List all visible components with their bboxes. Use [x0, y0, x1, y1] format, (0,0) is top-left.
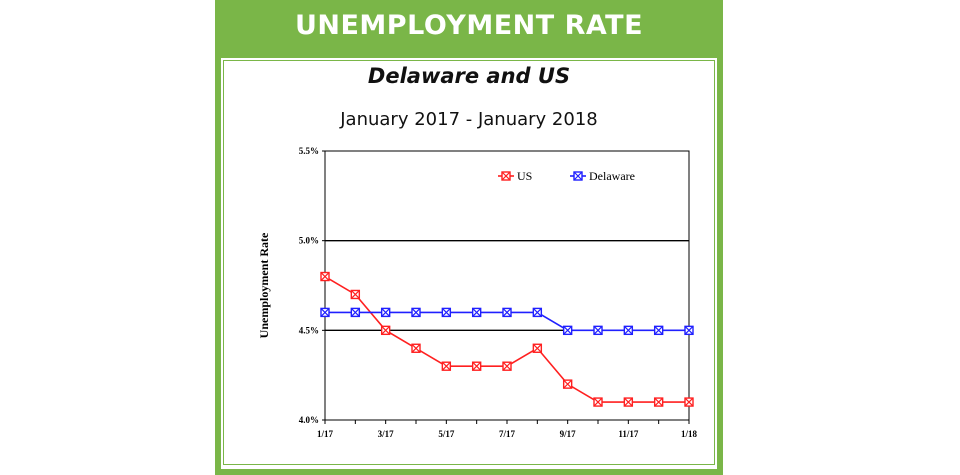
x-tick-label: 11/17	[618, 429, 639, 439]
x-tick-label: 7/17	[499, 429, 516, 439]
x-tick-label: 3/17	[378, 429, 395, 439]
data-point-delaware	[684, 325, 694, 336]
plot-area	[324, 150, 690, 421]
data-point-delaware	[380, 307, 391, 318]
data-point-delaware	[350, 307, 361, 318]
card-frame	[215, 58, 723, 475]
y-axis-label: Unemployment Rate	[257, 232, 271, 338]
y-tick-label: 4.5%	[299, 325, 319, 335]
x-tick-label: 1/18	[681, 429, 698, 439]
data-point-us	[653, 397, 664, 407]
chart-subtitle: January 2017 - January 2018	[340, 109, 598, 130]
data-point-delaware	[653, 325, 664, 336]
data-point-us	[593, 397, 603, 407]
y-tick-label: 5.5%	[299, 146, 319, 156]
data-point-us	[562, 379, 573, 389]
data-point-delaware	[471, 307, 482, 318]
data-point-us	[623, 397, 634, 407]
data-point-delaware	[623, 325, 634, 336]
banner-title: UNEMPLOYMENT RATE	[215, 0, 723, 58]
legend-label: US	[517, 169, 532, 183]
data-point-delaware	[502, 307, 512, 318]
data-point-delaware	[411, 307, 421, 318]
chart-title: Delaware and US	[367, 64, 571, 88]
data-point-us	[684, 397, 694, 407]
legend-marker	[501, 171, 511, 181]
data-point-delaware	[441, 307, 452, 318]
y-tick-label: 5.0%	[299, 236, 319, 246]
data-point-us	[532, 343, 543, 353]
legend-marker	[573, 171, 583, 181]
data-point-us	[350, 289, 361, 300]
card-inner-border	[223, 60, 715, 465]
y-tick-label: 4.0%	[299, 415, 319, 425]
data-point-us	[380, 325, 391, 336]
data-point-delaware	[532, 307, 543, 318]
data-point-us	[411, 343, 421, 353]
x-tick-label: 1/17	[317, 429, 334, 439]
x-tick-label: 5/17	[438, 429, 455, 439]
legend-label: Delaware	[589, 169, 635, 183]
data-point-delaware	[593, 325, 603, 336]
data-point-us	[320, 271, 330, 282]
data-point-us	[471, 361, 482, 371]
data-point-us	[441, 361, 452, 371]
data-point-delaware	[562, 325, 573, 336]
x-tick-label: 9/17	[560, 429, 577, 439]
data-point-delaware	[320, 307, 330, 318]
data-point-us	[502, 361, 512, 371]
